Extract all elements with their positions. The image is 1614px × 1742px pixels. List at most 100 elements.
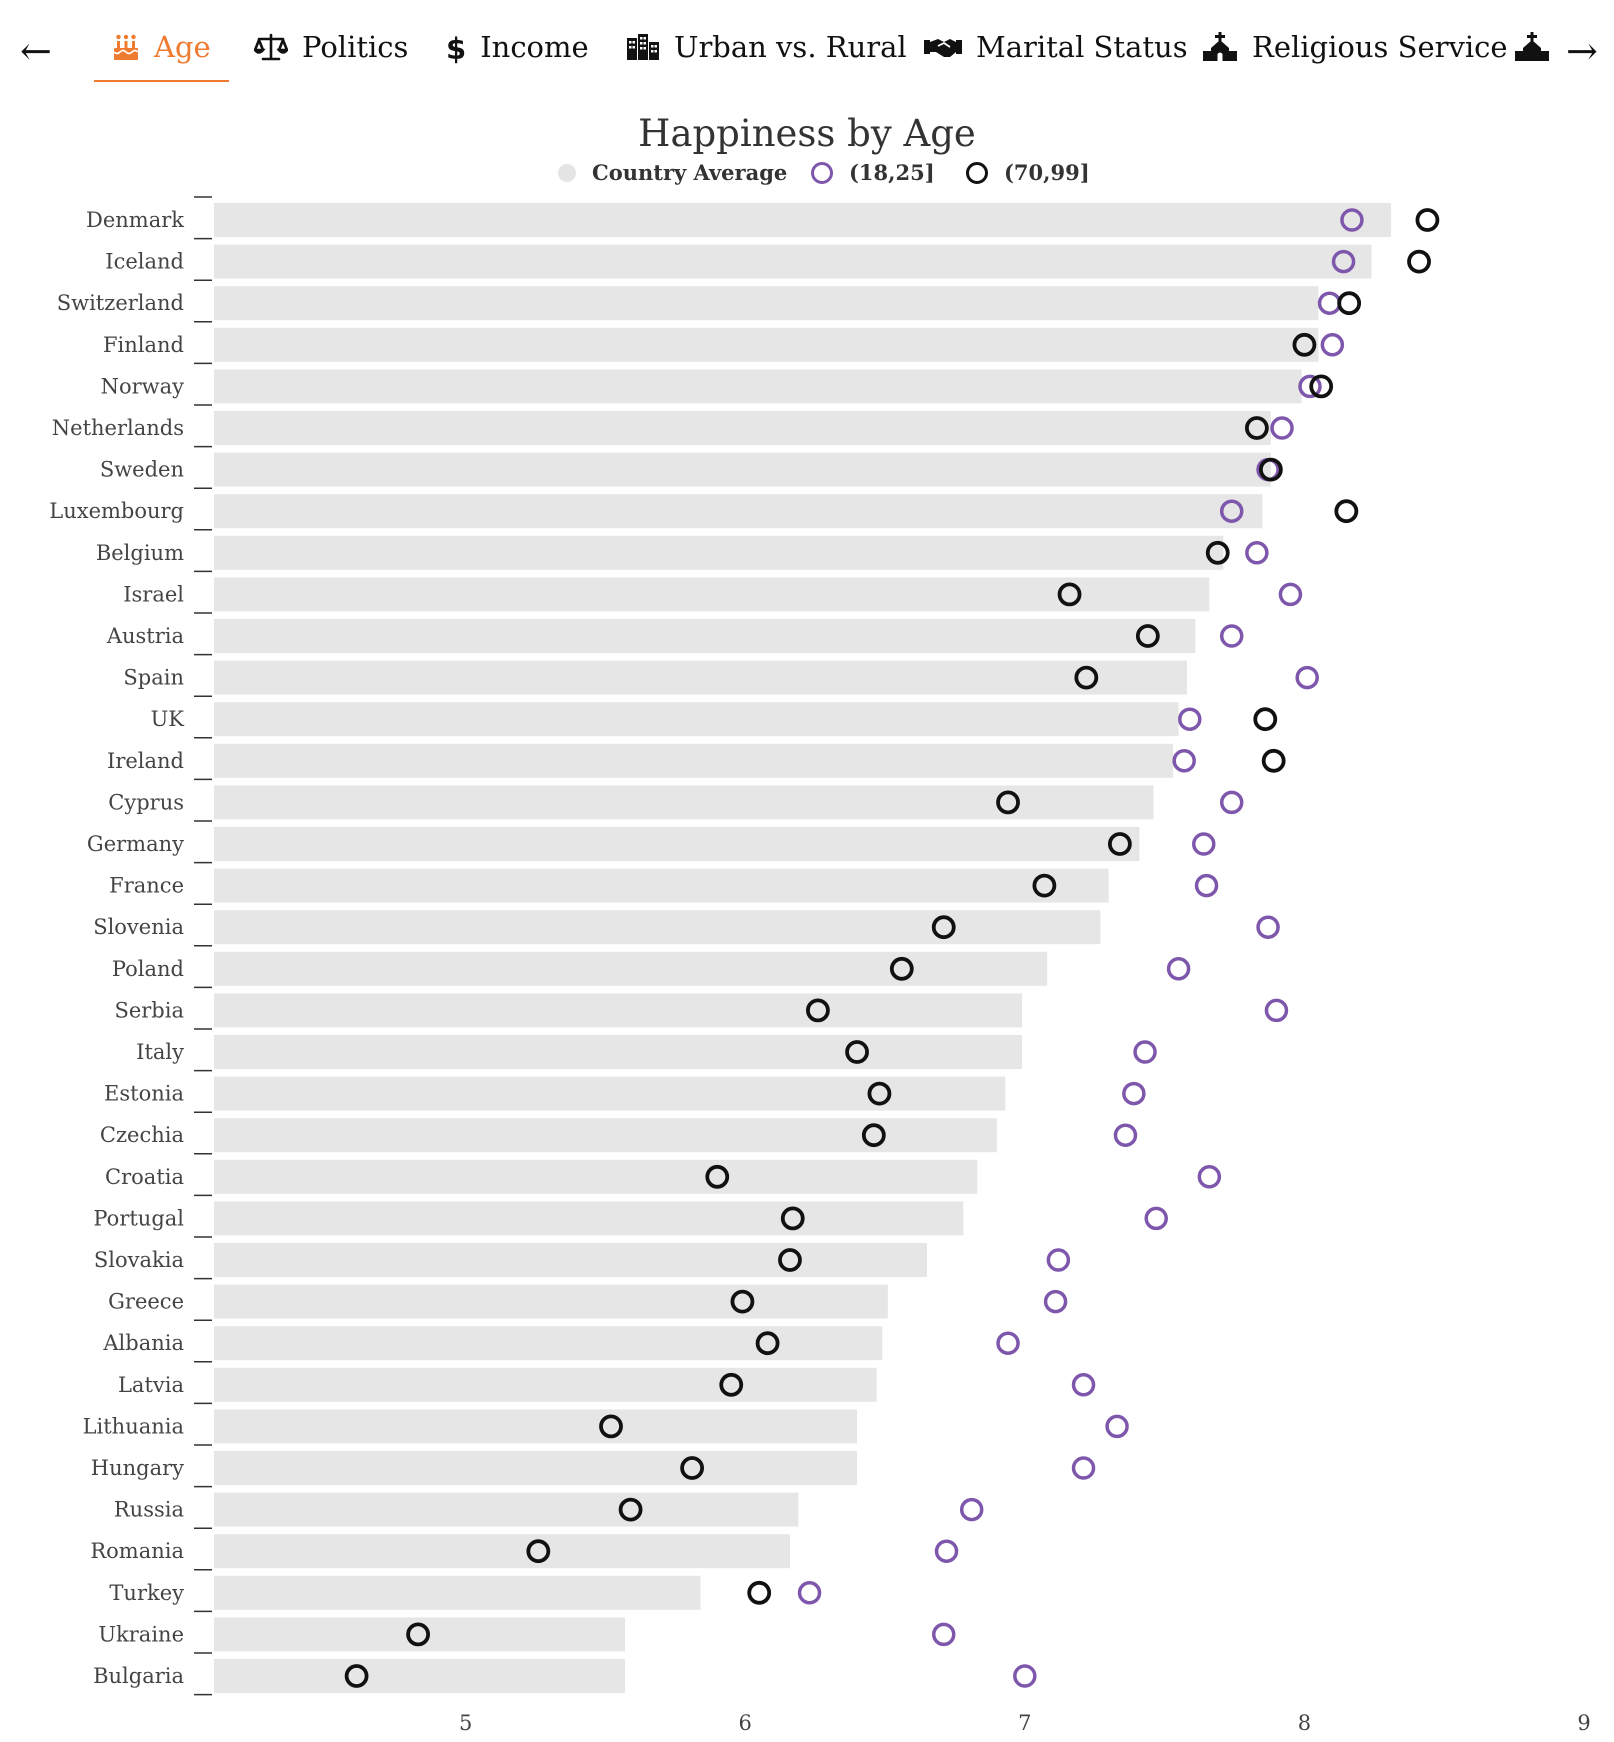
dot-age-70-99: [1074, 665, 1099, 690]
tab-religious-service[interactable]: Religious Service: [1202, 30, 1508, 82]
tab-income[interactable]: $ Income: [446, 30, 589, 82]
country-label: Slovakia: [94, 1248, 184, 1272]
average-bar: [214, 1617, 625, 1652]
legend-label: (18,25]: [849, 160, 935, 185]
dot-age-18-25: [1071, 1373, 1096, 1397]
x-tick-label: 6: [739, 1711, 752, 1735]
tab-politics[interactable]: Politics: [252, 30, 408, 82]
country-label: Luxembourg: [49, 499, 184, 523]
average-bar: [214, 494, 1263, 529]
dot-age-18-25: [1122, 1081, 1146, 1106]
dot-age-70-99: [1244, 416, 1269, 440]
dot-age-70-99: [680, 1456, 705, 1480]
dot-age-70-99: [1253, 707, 1278, 732]
average-bar: [214, 951, 1048, 986]
dot-age-18-25: [1105, 1414, 1129, 1439]
legend-label: Country Average: [592, 160, 788, 185]
dot-age-18-25: [1270, 416, 1294, 440]
country-label: Belgium: [96, 541, 184, 565]
country-label: Sweden: [100, 458, 184, 482]
dollar-sign-icon: $: [446, 32, 467, 66]
tab-partial[interactable]: [1514, 30, 1564, 82]
dot-age-18-25: [797, 1581, 822, 1605]
dot-age-18-25: [1219, 624, 1244, 648]
tab-age[interactable]: Age: [94, 30, 229, 82]
country-label: Switzerland: [57, 291, 184, 315]
chart-legend: Country Average (18,25] (70,99]: [0, 160, 1614, 190]
city-buildings-icon: [626, 32, 660, 69]
country-label: Russia: [114, 1498, 184, 1522]
dot-age-18-25: [1192, 832, 1216, 856]
average-bar: [214, 411, 1271, 445]
dot-age-70-99: [1205, 540, 1230, 565]
dot-age-70-99: [1032, 873, 1057, 898]
church-icon: [1514, 32, 1550, 69]
prev-arrow-icon[interactable]: ←: [20, 29, 52, 73]
country-label: Italy: [136, 1040, 184, 1064]
dot-age-70-99: [344, 1664, 369, 1688]
average-bar: [214, 203, 1392, 237]
country-label: Croatia: [105, 1165, 184, 1189]
dot-age-70-99: [406, 1622, 431, 1647]
average-bar: [214, 1492, 799, 1527]
average-bar: [214, 785, 1154, 820]
dot-age-70-99: [755, 1331, 780, 1356]
country-label: Greece: [108, 1290, 184, 1314]
dot-age-70-99: [1261, 748, 1286, 773]
average-bar: [214, 743, 1173, 778]
legend-label: (70,99]: [1004, 160, 1090, 185]
country-label: Denmark: [86, 208, 184, 232]
average-bar: [214, 1118, 997, 1153]
dot-age-70-99: [1057, 582, 1082, 607]
dot-age-70-99: [996, 790, 1020, 815]
dot-age-70-99: [747, 1580, 772, 1605]
dot-age-18-25: [1245, 541, 1269, 565]
dot-age-18-25: [1046, 1248, 1071, 1272]
dot-age-18-25: [1166, 957, 1191, 981]
average-bar: [214, 1534, 790, 1569]
tab-label: Religious Service: [1252, 30, 1508, 64]
dot-age-18-25: [996, 1331, 1020, 1355]
next-arrow-icon[interactable]: →: [1566, 29, 1598, 73]
dot-age-18-25: [1172, 749, 1196, 773]
dot-age-70-99: [1135, 624, 1160, 648]
dot-age-70-99: [1415, 208, 1440, 232]
country-label: Serbia: [114, 998, 184, 1022]
average-bar: [214, 702, 1179, 737]
dot-age-18-25: [1013, 1664, 1037, 1688]
country-label: Finland: [103, 333, 184, 357]
birthday-cake-icon: [112, 32, 140, 69]
average-bar: [214, 1243, 927, 1277]
country-label: Austria: [106, 624, 184, 648]
dot-age-70-99: [1258, 457, 1283, 482]
dot-age-18-25: [934, 1539, 959, 1563]
dot-age-70-99: [861, 1123, 886, 1148]
average-bar: [214, 1367, 877, 1402]
tab-label: Age: [154, 30, 211, 64]
legend-item-age-18-25: (18,25]: [811, 160, 935, 185]
dot-age-70-99: [526, 1539, 551, 1564]
country-label: Bulgaria: [93, 1664, 184, 1688]
tab-urban-rural[interactable]: Urban vs. Rural: [626, 30, 907, 82]
average-bar: [214, 244, 1372, 279]
dot-age-70-99: [931, 915, 956, 940]
tab-marital-status[interactable]: Marital Status: [924, 30, 1188, 82]
average-bar: [214, 1659, 625, 1693]
dot-age-18-25: [1194, 873, 1219, 898]
tab-label: Marital Status: [976, 30, 1188, 64]
average-bar: [214, 660, 1187, 695]
balance-scale-icon: [252, 32, 290, 69]
dot-age-18-25: [1043, 1289, 1068, 1314]
country-label: Ukraine: [98, 1622, 184, 1646]
average-bar: [214, 286, 1319, 321]
average-bar: [214, 619, 1196, 653]
average-bar: [214, 1451, 858, 1485]
dot-age-70-99: [1292, 332, 1317, 357]
average-bar: [214, 1326, 883, 1361]
country-label: Turkey: [109, 1581, 184, 1605]
country-label: Norway: [101, 374, 185, 398]
average-bar: [214, 1201, 964, 1236]
chart-title: Happiness by Age: [638, 112, 976, 155]
dot-age-18-25: [1331, 249, 1356, 274]
